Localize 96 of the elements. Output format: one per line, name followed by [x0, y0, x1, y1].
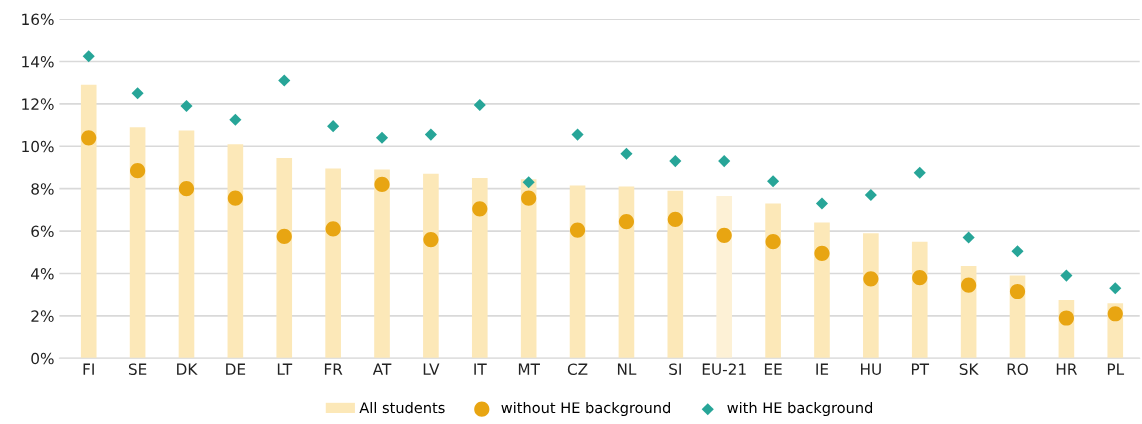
- point: [178, 181, 195, 197]
- point: [716, 227, 732, 243]
- x-tick-label: SI: [669, 363, 681, 375]
- point: [718, 155, 731, 168]
- x-tick-label: DK: [177, 363, 198, 375]
- bar: [374, 169, 390, 359]
- y-tick-label: 0%: [31, 352, 54, 365]
- point: [1058, 310, 1074, 326]
- point: [276, 228, 292, 244]
- point: [424, 128, 437, 141]
- point: [669, 155, 682, 168]
- x-tick-label: CZ: [567, 363, 588, 375]
- y-tick-label: 16%: [22, 13, 54, 26]
- x-tick-label: PL: [1107, 363, 1125, 375]
- y-tick-label: 12%: [22, 98, 54, 110]
- bar: [667, 190, 684, 359]
- y-tick-label: 8%: [31, 183, 54, 195]
- point: [1107, 306, 1123, 322]
- bar: [569, 185, 586, 359]
- bar: [276, 157, 293, 359]
- bar: [471, 178, 488, 359]
- bar: [325, 168, 341, 359]
- bar: [765, 203, 781, 359]
- point: [913, 166, 926, 179]
- point: [423, 231, 439, 248]
- point: [229, 113, 242, 126]
- bar: [716, 196, 733, 359]
- point: [1109, 282, 1122, 295]
- y-tick-label: 10%: [22, 140, 54, 153]
- point: [864, 188, 877, 202]
- point: [375, 131, 389, 144]
- x-tick-label: EE: [764, 363, 782, 375]
- bar: [520, 179, 537, 359]
- point: [374, 176, 390, 193]
- point: [765, 234, 781, 250]
- bar: [618, 186, 635, 359]
- point: [961, 277, 977, 293]
- x-tick-label: AT: [372, 363, 392, 375]
- bar: [178, 130, 195, 359]
- x-tick-label: LT: [277, 363, 293, 375]
- point: [522, 176, 535, 189]
- point: [1009, 283, 1026, 300]
- x-tick-label: EU-21: [702, 363, 746, 375]
- point: [227, 190, 243, 206]
- x-tick-label: SK: [959, 363, 979, 375]
- x-tick-label: HU: [861, 363, 881, 375]
- point: [618, 213, 635, 230]
- point: [863, 271, 879, 287]
- point: [327, 120, 340, 133]
- point: [962, 231, 975, 244]
- legend-label: with HE background: [727, 401, 873, 417]
- x-tick-label: SE: [128, 363, 147, 375]
- bar: [863, 233, 879, 359]
- x-tick-label: DE: [226, 363, 246, 375]
- point: [325, 221, 341, 237]
- legend-label: without HE background: [501, 401, 670, 417]
- point: [912, 270, 928, 286]
- x-tick-label: IE: [816, 363, 829, 375]
- point: [814, 245, 830, 261]
- bar: [227, 144, 244, 359]
- point: [620, 147, 633, 160]
- point: [667, 211, 683, 228]
- y-tick-label: 4%: [31, 267, 54, 280]
- point: [521, 190, 537, 206]
- point: [473, 98, 486, 111]
- x-tick-label: HR: [1056, 363, 1077, 375]
- point: [571, 128, 584, 141]
- point: [129, 163, 146, 179]
- point: [472, 201, 488, 217]
- point: [131, 87, 144, 100]
- point: [278, 74, 291, 87]
- x-tick-label: IT: [474, 363, 487, 375]
- point: [180, 99, 193, 113]
- bar: [80, 84, 97, 359]
- point: [81, 130, 97, 146]
- point: [815, 197, 829, 210]
- x-tick-label: FR: [324, 363, 343, 375]
- x-tick-label: PT: [911, 363, 930, 375]
- point: [569, 222, 586, 238]
- bar: [814, 222, 830, 359]
- point: [82, 50, 95, 63]
- y-tick-label: 6%: [31, 225, 54, 238]
- x-tick-label: RO: [1007, 363, 1028, 375]
- bar: [911, 241, 928, 359]
- y-tick-label: 14%: [22, 55, 54, 68]
- x-tick-label: FI: [83, 363, 94, 375]
- x-tick-label: NL: [617, 363, 637, 375]
- point: [1060, 269, 1073, 282]
- x-tick-label: MT: [518, 363, 540, 375]
- legend-label: All students: [359, 401, 445, 414]
- x-tick-label: LV: [423, 363, 440, 375]
- y-tick-label: 2%: [31, 310, 54, 322]
- bar: [423, 173, 439, 359]
- point: [1011, 245, 1024, 258]
- bar: [129, 127, 146, 359]
- point: [767, 175, 780, 188]
